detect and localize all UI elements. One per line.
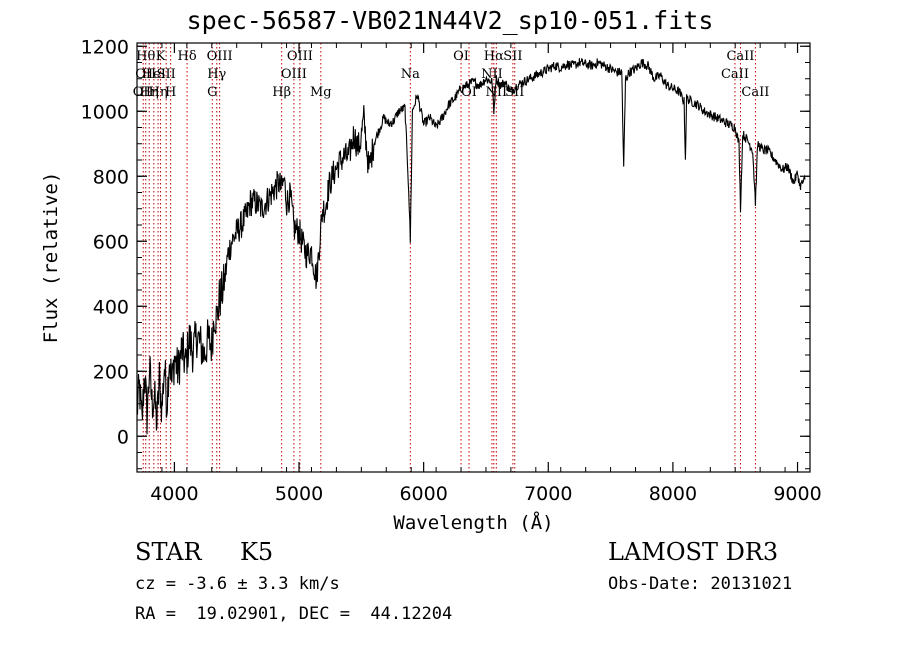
x-tick-label: 6000 (399, 483, 447, 505)
line-label: OIII (281, 67, 307, 82)
y-tick-label: 600 (93, 231, 129, 253)
series-layer (136, 57, 806, 435)
x-tick-label: 9000 (773, 483, 821, 505)
y-tick-label: 1200 (81, 36, 129, 58)
y-tick-label: 400 (93, 296, 129, 318)
survey-name: LAMOST DR3 (608, 538, 779, 566)
coordinates: RA = 19.02901, DEC = 44.12204 (135, 604, 453, 624)
line-label: Hη (148, 85, 167, 100)
line-label: OII (133, 85, 154, 100)
line-label: Hγ (207, 67, 226, 82)
y-axis-title: Flux (relative) (40, 172, 62, 344)
line-label: OI (453, 49, 469, 64)
redshift-velocity: cz = -3.6 ± 3.3 km/s (135, 574, 340, 594)
line-label: SII (505, 85, 524, 100)
spectrum-line (136, 57, 806, 435)
line-label: H (165, 85, 176, 100)
observation-date: Obs-Date: 20131021 (608, 574, 793, 594)
x-tick-label: 5000 (275, 483, 323, 505)
y-tick-label: 800 (93, 166, 129, 188)
line-label: NII (485, 85, 507, 100)
line-label: CaII (721, 67, 749, 82)
plot-frame (136, 42, 811, 473)
x-tick-label: 7000 (524, 483, 572, 505)
line-label: OII (135, 67, 156, 82)
line-label: NII (481, 67, 503, 82)
line-label: OI (461, 85, 477, 100)
line-label: Hα (484, 49, 504, 64)
line-label: HeI (142, 67, 166, 82)
object-class: STAR (135, 538, 202, 566)
line-label: CaII (741, 85, 769, 100)
y-tick-label: 1000 (81, 101, 129, 123)
line-label: Hη (140, 85, 159, 100)
x-tick-label: 8000 (649, 483, 697, 505)
line-label: SII (503, 49, 522, 64)
line-label: Hδ (178, 49, 197, 64)
spectral-subclass: K5 (240, 538, 274, 566)
line-label: Na (401, 67, 420, 82)
line-label: Hβ (272, 85, 291, 100)
y-tick-label: 200 (93, 361, 129, 383)
x-tick-label: 4000 (150, 483, 198, 505)
line-label: OIII (207, 49, 233, 64)
line-label: SII (157, 67, 176, 82)
axes-layer: 4000 5000 6000 7000 8000 9000 0 200 400 600 800 100… (40, 36, 822, 534)
x-axis-title: Wavelength (Å) (393, 511, 553, 534)
spectral-line-labels: OIIHθOIIHηHeIHηKSIIHHδGHγOIIIHβOIIIOIIIM… (133, 49, 770, 100)
y-tick-label: 0 (117, 426, 129, 448)
line-label: OIII (287, 49, 313, 64)
line-label: Mg (310, 85, 332, 100)
line-label: Hθ (136, 49, 155, 64)
line-label: CaII (726, 49, 754, 64)
line-label: K (156, 49, 166, 64)
line-label: G (207, 85, 217, 100)
chart-title: spec-56587-VB021N44V2_sp10-051.fits (186, 6, 714, 35)
